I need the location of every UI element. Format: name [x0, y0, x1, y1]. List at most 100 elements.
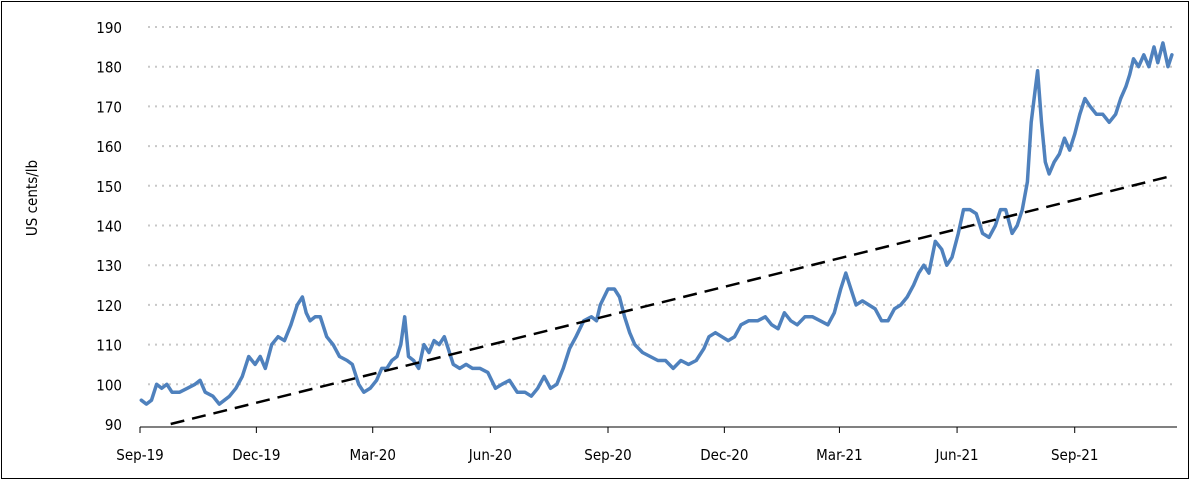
- data-point: [634, 343, 636, 346]
- data-point: [893, 308, 896, 310]
- data-point: [150, 399, 153, 402]
- data-point: [301, 296, 304, 298]
- data-point: [962, 208, 965, 211]
- x-tick-label: Sep-19: [116, 446, 163, 464]
- data-point: [928, 272, 930, 274]
- x-tick-label: Jun-20: [468, 446, 512, 464]
- data-point: [1084, 97, 1086, 100]
- data-point: [747, 320, 750, 322]
- data-point: [309, 320, 311, 322]
- data-point: [1125, 85, 1127, 88]
- data-point: [235, 387, 237, 390]
- data-point: [1030, 121, 1032, 124]
- data-point: [1167, 65, 1169, 68]
- data-point: [465, 363, 467, 366]
- data-point: [981, 232, 984, 235]
- data-point: [906, 296, 908, 298]
- data-point: [1089, 105, 1091, 108]
- y-tick-label: 150: [96, 178, 122, 196]
- data-point: [145, 403, 148, 405]
- data-point: [443, 335, 446, 338]
- data-point: [999, 208, 1002, 211]
- data-point: [549, 387, 552, 390]
- data-point: [1058, 153, 1061, 155]
- data-point: [703, 347, 705, 350]
- data-point: [357, 383, 360, 386]
- data-point: [407, 355, 410, 358]
- y-tick-label: 90: [105, 416, 122, 434]
- data-point: [375, 379, 378, 382]
- data-point: [296, 304, 299, 306]
- data-point: [687, 363, 690, 366]
- data-point: [946, 264, 948, 267]
- data-point: [590, 316, 593, 318]
- data-point: [1011, 232, 1013, 235]
- data-point: [628, 331, 631, 334]
- data-point: [458, 367, 461, 370]
- data-point: [657, 359, 659, 362]
- data-point: [880, 320, 883, 322]
- data-point: [259, 355, 262, 358]
- data-point: [508, 379, 511, 382]
- data-point: [618, 296, 621, 298]
- data-point: [400, 343, 402, 346]
- data-point: [845, 272, 847, 274]
- data-point: [1137, 65, 1140, 68]
- data-point: [868, 304, 870, 306]
- data-point: [770, 324, 773, 326]
- data-point: [988, 236, 990, 239]
- data-point: [428, 351, 430, 354]
- data-point: [218, 403, 221, 405]
- data-point: [680, 359, 682, 362]
- data-point: [516, 391, 518, 394]
- data-point: [1148, 65, 1150, 68]
- data-point: [171, 391, 173, 394]
- data-point: [319, 316, 322, 318]
- y-tick-label: 140: [96, 218, 122, 236]
- data-point: [155, 383, 158, 386]
- data-point: [1021, 208, 1024, 211]
- data-point: [1128, 73, 1131, 76]
- data-point: [290, 324, 292, 326]
- data-point: [283, 339, 286, 342]
- data-point: [790, 320, 792, 322]
- data-point: [1068, 149, 1071, 151]
- data-point: [1053, 161, 1055, 163]
- data-point: [721, 335, 723, 338]
- data-point: [1063, 137, 1066, 139]
- data-point: [351, 363, 354, 366]
- data-point: [438, 343, 441, 346]
- data-point: [369, 387, 372, 390]
- data-point: [556, 383, 558, 386]
- data-point: [479, 367, 481, 370]
- data-point: [819, 320, 822, 322]
- data-point: [1108, 121, 1110, 124]
- data-point: [417, 367, 420, 370]
- data-point: [160, 387, 163, 390]
- data-point: [140, 399, 143, 402]
- data-point: [957, 232, 960, 235]
- data-point: [641, 351, 644, 354]
- data-point: [325, 335, 328, 338]
- data-point: [599, 304, 602, 306]
- data-point: [277, 335, 279, 338]
- x-tick-label: Sep-20: [584, 446, 631, 464]
- data-point: [833, 312, 836, 314]
- x-tick-label: Dec-19: [232, 446, 280, 464]
- data-point: [1143, 54, 1145, 56]
- data-point: [777, 327, 779, 330]
- data-point: [1079, 113, 1081, 116]
- data-point: [447, 347, 450, 350]
- data-point: [487, 371, 489, 374]
- y-axis-label: US cents/lb: [23, 160, 41, 236]
- data-point: [524, 391, 526, 394]
- data-point: [783, 312, 786, 314]
- data-point: [855, 304, 857, 306]
- data-point: [543, 375, 545, 378]
- data-point: [917, 272, 920, 274]
- x-tick-label: Mar-20: [349, 446, 396, 464]
- data-point: [1040, 121, 1043, 124]
- data-point: [1036, 69, 1039, 72]
- data-point: [530, 395, 533, 398]
